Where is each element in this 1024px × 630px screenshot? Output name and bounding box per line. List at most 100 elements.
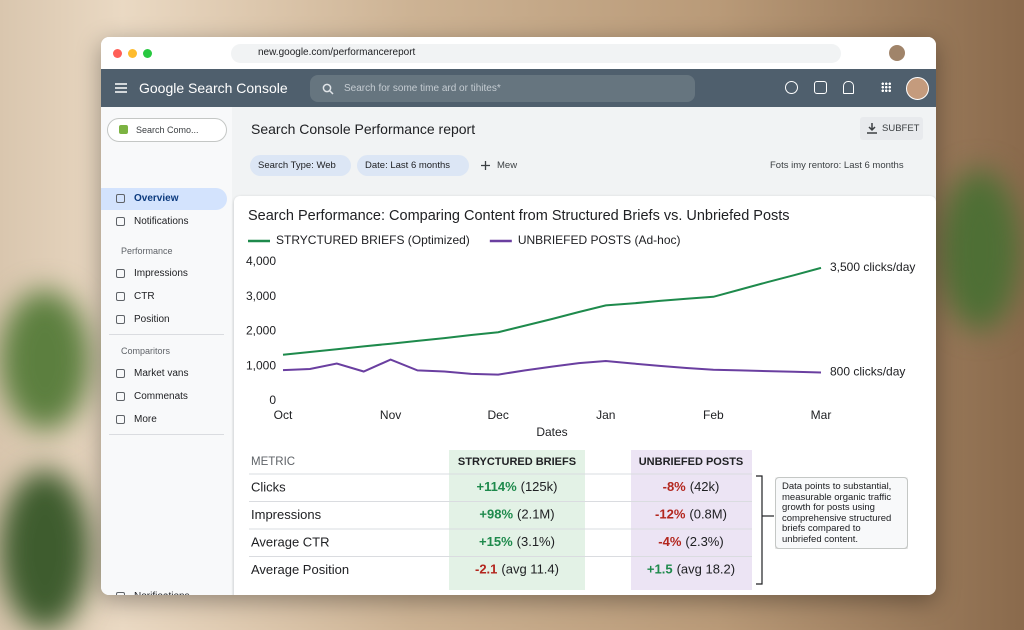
nav-icon <box>116 292 125 301</box>
metric-value: +1.5 (avg 18.2) <box>647 562 735 577</box>
brand: Google Search Console <box>139 80 288 96</box>
change: -2.1 <box>475 562 497 577</box>
url-text: new.google.com/performancereport <box>258 47 416 58</box>
nav-item[interactable]: Notifications <box>101 211 227 233</box>
plus-icon <box>481 161 490 170</box>
x-tick-label: Mar <box>811 408 832 422</box>
menu-icon[interactable] <box>115 82 127 94</box>
nav-section: Performance <box>121 246 173 256</box>
column-bg <box>631 450 752 590</box>
y-tick-label: 0 <box>269 393 276 407</box>
x-tick-label: Jan <box>596 408 615 422</box>
change: +98% <box>479 507 513 522</box>
property-selector[interactable]: Search Como... <box>107 118 227 142</box>
divider <box>109 434 224 435</box>
property-icon <box>119 125 128 134</box>
nav-item[interactable]: Market vans <box>101 363 227 385</box>
nav-label: CTR <box>134 291 155 302</box>
background-plant <box>0 290 90 430</box>
nav-label: Norifioations <box>134 591 190 595</box>
background-plant <box>940 170 1020 330</box>
nav-icon <box>116 269 125 278</box>
metric-value: +15% (3.1%) <box>479 534 555 549</box>
change: -8% <box>663 479 687 494</box>
browser-window: new.google.com/performancereport Google … <box>101 37 936 595</box>
minimize-button[interactable] <box>128 49 137 58</box>
y-tick-label: 4,000 <box>246 254 276 268</box>
apps-icon[interactable] <box>881 82 891 92</box>
users-icon[interactable] <box>814 81 827 94</box>
nav-label: More <box>134 414 157 425</box>
nav-icon <box>116 194 125 203</box>
metric-value: +114% (125k) <box>477 479 558 494</box>
search-placeholder: Search for some time ard or tihites* <box>344 83 501 94</box>
download-icon <box>867 123 877 134</box>
chip-label: Date: Last 6 months <box>365 160 451 171</box>
metric-value: +98% (2.1M) <box>479 507 554 522</box>
nav-label: Overview <box>134 193 179 204</box>
nav-label: Market vans <box>134 368 189 379</box>
browser-toolbar: new.google.com/performancereport <box>101 37 936 70</box>
notifications-icon[interactable] <box>843 81 854 94</box>
bracket <box>756 475 763 585</box>
search-box[interactable]: Search for some time ard or tihites* <box>310 75 695 102</box>
x-tick-label: Oct <box>274 408 293 422</box>
change: +1.5 <box>647 562 673 577</box>
change: -4% <box>658 534 682 549</box>
detail: (2.3%) <box>685 534 723 549</box>
detail: (avg 11.4) <box>501 562 559 577</box>
help-icon[interactable] <box>785 81 798 94</box>
property-name: Search Como... <box>136 125 199 135</box>
metric-value: -4% (2.3%) <box>658 534 723 549</box>
metric-label: Average CTR <box>251 534 330 549</box>
nav-item[interactable]: More <box>101 409 227 431</box>
page-title: Search Console Performance report <box>251 121 476 137</box>
change: -12% <box>655 507 686 522</box>
nav-item[interactable]: Norifioations <box>101 586 227 595</box>
address-bar[interactable]: new.google.com/performancereport <box>231 44 841 63</box>
nav-label: Notifications <box>134 216 189 227</box>
export-button[interactable]: SUBFET <box>860 117 923 140</box>
nav-item[interactable]: Position <box>101 309 227 331</box>
app-bar: Google Search Console Search for some ti… <box>101 69 936 107</box>
nav-label: Impressions <box>134 268 188 279</box>
account-avatar[interactable] <box>906 77 929 100</box>
add-filter[interactable]: Mew <box>497 160 518 171</box>
end-annotation: 800 clicks/day <box>830 365 905 379</box>
date-range: Fots imy rentoro: Last 6 months <box>770 160 904 171</box>
table-header: UNBRIEFED POSTS <box>639 456 744 468</box>
note-text: Data points to substantial, measurable o… <box>775 477 908 549</box>
y-tick-label: 3,000 <box>246 289 276 303</box>
divider <box>109 334 224 335</box>
series-line <box>282 358 822 376</box>
y-tick-label: 2,000 <box>246 324 276 338</box>
detail: (42k) <box>690 479 720 494</box>
metric-value: -8% (42k) <box>663 479 720 494</box>
close-button[interactable] <box>113 49 122 58</box>
filter-chip[interactable]: Date: Last 6 months <box>357 155 469 176</box>
y-tick-label: 1,000 <box>246 358 276 372</box>
nav-icon <box>116 592 125 595</box>
metric-label: Clicks <box>251 479 286 494</box>
nav-label: Position <box>134 314 170 325</box>
x-axis-title: Dates <box>536 425 567 439</box>
nav-label: Commenats <box>134 391 188 402</box>
nav-item[interactable]: Impressions <box>101 263 227 285</box>
nav-item[interactable]: Commenats <box>101 386 227 408</box>
metric-value: -12% (0.8M) <box>655 507 727 522</box>
change: +114% <box>477 479 518 494</box>
filter-chip[interactable]: Search Type: Web <box>250 155 351 176</box>
legend-label: UNBRIEFED POSTS (Ad-hoc) <box>518 233 681 247</box>
detail: (0.8M) <box>689 507 727 522</box>
nav-item[interactable]: CTR <box>101 286 227 308</box>
detail: (125k) <box>521 479 558 494</box>
series-line <box>282 266 822 356</box>
maximize-button[interactable] <box>143 49 152 58</box>
nav-item[interactable]: Overview <box>101 188 227 210</box>
x-tick-label: Dec <box>488 408 509 422</box>
table-header: METRIC <box>251 456 295 468</box>
profile-avatar[interactable] <box>889 45 905 61</box>
detail: (3.1%) <box>517 534 555 549</box>
x-tick-label: Feb <box>703 408 724 422</box>
